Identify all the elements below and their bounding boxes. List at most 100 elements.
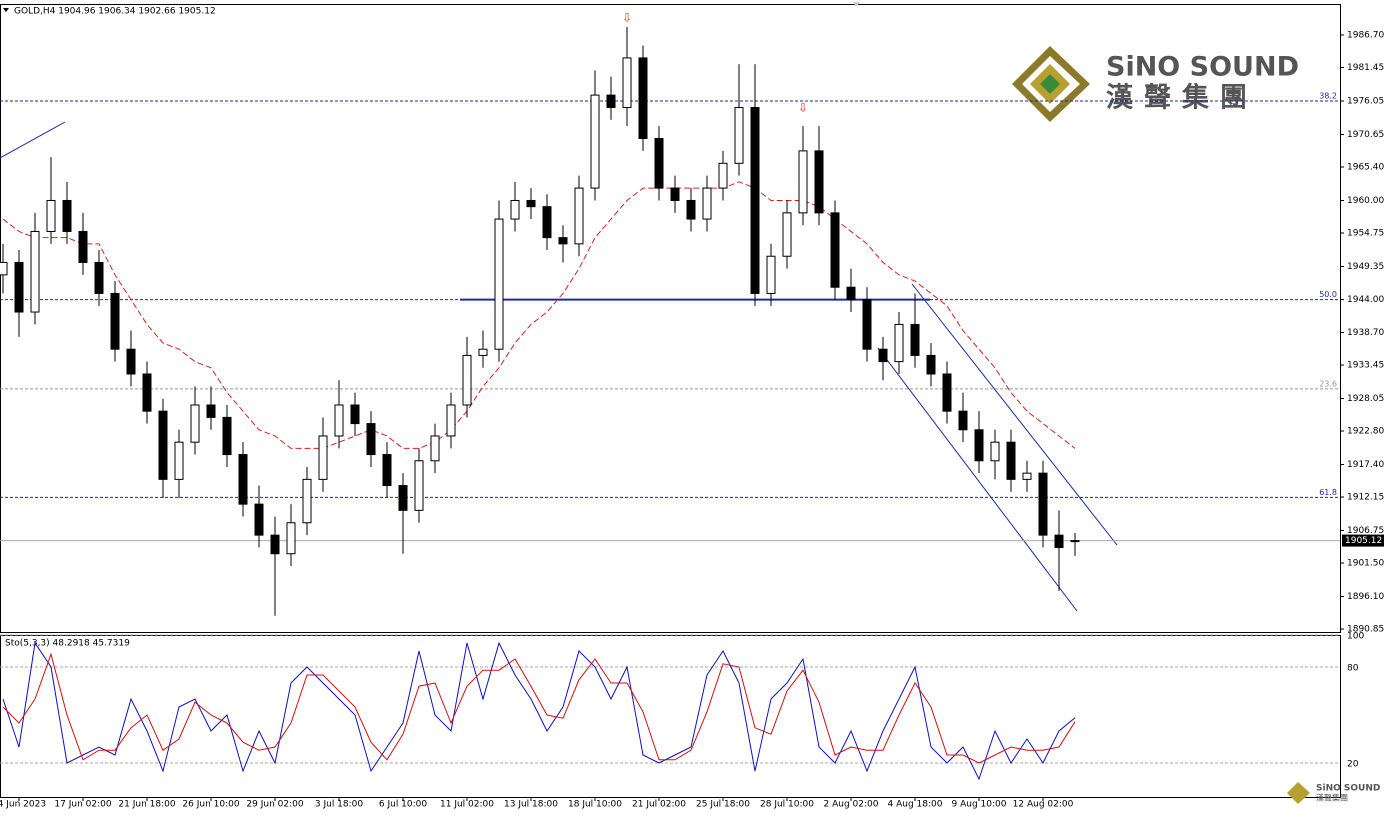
y-tick-label: 1981.45 — [1347, 63, 1384, 73]
x-tick-label: 11 Jul 02:00 — [440, 800, 494, 810]
x-tick-label: 18 Jul 10:00 — [568, 800, 622, 810]
candle-body — [446, 404, 456, 437]
x-tick-label: 13 Jul 18:00 — [504, 800, 558, 810]
x-tick-label: 21 Jul 02:00 — [632, 800, 686, 810]
candle-body — [142, 373, 152, 412]
peak-arrow: ⇩ — [622, 11, 632, 25]
candle-body — [1006, 441, 1016, 480]
candle-body — [398, 485, 408, 511]
candle-body — [206, 404, 216, 418]
y-tick-label: 1949.35 — [1347, 262, 1384, 272]
x-tick-label: 17 Jun 02:00 — [54, 800, 111, 810]
y-tick-label: 1986.70 — [1347, 30, 1384, 40]
candle-body — [478, 348, 488, 356]
channel-line — [911, 283, 1118, 546]
candle-body — [958, 410, 968, 431]
y-tick-label: 1954.75 — [1347, 229, 1384, 239]
channel-line — [877, 347, 1078, 612]
fib-label: 61.8 — [1319, 488, 1337, 497]
x-tick-label: 21 Jun 18:00 — [118, 800, 175, 810]
small-logo: SiNO SOUND 漢聲集團 — [1287, 782, 1380, 804]
y-tick-label: 1917.40 — [1347, 460, 1384, 470]
small-logo-name: SiNO SOUND — [1316, 784, 1380, 794]
candle-body — [878, 348, 888, 363]
candle-body — [1054, 534, 1064, 549]
candle-body — [254, 503, 264, 536]
x-tick-label: 4 Aug 18:00 — [888, 800, 943, 810]
candle-body — [606, 94, 616, 109]
y-tick-label: 1970.65 — [1347, 130, 1384, 140]
y-tick-label: 1922.80 — [1347, 427, 1384, 437]
candle-body — [174, 441, 184, 480]
y-tick-label: 1976.05 — [1347, 96, 1384, 106]
candle-body — [654, 137, 664, 189]
candle-body — [1038, 472, 1048, 536]
x-tick-label: 6 Jul 10:00 — [379, 800, 428, 810]
stoch-tick-label: 20 — [1347, 760, 1359, 770]
trendline — [0, 121, 66, 159]
candle-body — [702, 187, 712, 220]
y-tick-label: 1928.05 — [1347, 394, 1384, 404]
x-tick-label: 25 Jul 18:00 — [696, 800, 750, 810]
candle-body — [30, 230, 40, 313]
candle-body — [686, 199, 696, 220]
fib-label: 23.6 — [1319, 379, 1337, 388]
candle-body — [430, 435, 440, 462]
candle-body — [110, 292, 120, 350]
candle-body — [926, 354, 936, 375]
y-tick-label: 1965.40 — [1347, 163, 1384, 173]
candle-body — [638, 57, 648, 139]
candle-body — [462, 354, 472, 406]
stoch-line — [2, 641, 1076, 781]
stoch-frame — [0, 635, 1341, 798]
scroll-marker — [853, 2, 860, 7]
candle-body — [622, 57, 632, 109]
candle-body — [526, 199, 536, 208]
y-tick-label: 1960.00 — [1347, 196, 1384, 206]
candle-body — [670, 187, 680, 201]
y-tick-label: 1944.00 — [1347, 295, 1384, 305]
logo-chinese: 漢聲集團 — [1106, 82, 1258, 114]
candle-body — [0, 261, 8, 276]
candle-body — [366, 423, 376, 456]
candle-body — [894, 323, 904, 363]
logo-name: SiNO SOUND — [1106, 52, 1299, 83]
candle-body — [942, 373, 952, 412]
candle-body — [990, 441, 1000, 462]
x-tick-label: 14 Jun 2023 — [0, 800, 46, 810]
candle-body — [734, 107, 744, 164]
candle-body — [590, 94, 600, 189]
logo: SiNO SOUND 漢聲集團 — [1012, 46, 1299, 122]
candle-body — [1022, 472, 1032, 480]
x-tick-label: 29 Jun 02:00 — [246, 800, 303, 810]
y-tick-label: 1933.45 — [1347, 361, 1384, 371]
moving-average — [2, 181, 1076, 449]
candle-body — [558, 237, 568, 245]
candle-body — [414, 460, 424, 511]
candle-body — [910, 323, 920, 356]
y-tick-label: 1906.75 — [1347, 526, 1384, 536]
x-tick-label: 28 Jul 10:00 — [760, 800, 814, 810]
candle-body — [542, 206, 552, 239]
peak-arrow: ⇩ — [798, 101, 808, 115]
fib-label: 50.0 — [1319, 290, 1337, 299]
candle-body — [270, 534, 280, 555]
candle-body — [94, 261, 104, 294]
candle-body — [830, 212, 840, 288]
candle-body — [334, 404, 344, 437]
candle-body — [574, 187, 584, 245]
candle-body — [862, 299, 872, 350]
y-tick-label: 1896.10 — [1347, 592, 1384, 602]
stoch-title: Sto(5,3,3) 48.2918 45.7319 — [5, 639, 130, 649]
last-price-label: 1905.12 — [1345, 536, 1382, 546]
candle-body — [302, 478, 312, 524]
candle-body — [782, 212, 792, 257]
candle-body — [126, 348, 136, 375]
stoch-tick-label: 100 — [1347, 632, 1364, 642]
candle-body — [1070, 540, 1080, 543]
candle-body — [350, 404, 360, 425]
candle-body — [190, 404, 200, 443]
candle-body — [494, 218, 504, 350]
